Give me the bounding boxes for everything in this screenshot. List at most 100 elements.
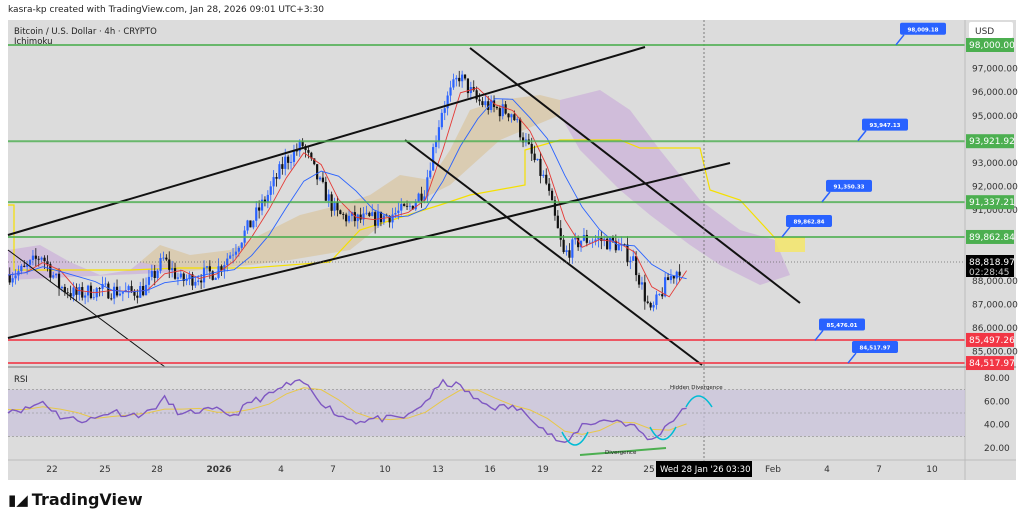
candle — [165, 257, 168, 260]
candle — [417, 193, 420, 202]
time-tick: 4 — [824, 465, 830, 475]
candle — [463, 74, 467, 79]
candle — [150, 271, 153, 277]
candle — [55, 273, 58, 276]
time-tick: 10 — [379, 465, 391, 475]
candle — [391, 214, 394, 223]
candle — [72, 287, 75, 297]
candle — [432, 147, 435, 171]
price-callout[interactable] — [826, 179, 872, 192]
candle — [26, 264, 29, 267]
candle — [400, 204, 403, 211]
down-channel-upper-line — [469, 47, 801, 304]
candle — [46, 261, 49, 265]
candle — [403, 204, 406, 206]
candle — [368, 212, 371, 216]
candle — [498, 108, 501, 117]
candle — [640, 282, 644, 285]
candle — [40, 257, 43, 260]
candle — [234, 251, 238, 255]
callout-pointer — [847, 352, 857, 364]
level-price: 89,862.84 — [969, 233, 1015, 243]
candle — [568, 250, 571, 258]
cursor-date: Wed 28 Jan '26 — [660, 465, 724, 475]
candle — [672, 276, 675, 279]
candle — [231, 254, 235, 256]
candle — [159, 257, 162, 271]
divergence-line — [579, 447, 667, 456]
price-callout[interactable] — [852, 341, 898, 354]
indicator-ichimoku[interactable]: Ichimoku — [14, 37, 52, 47]
level-price: 93,921.92 — [969, 137, 1015, 147]
candle — [440, 112, 443, 128]
candle — [574, 237, 577, 240]
candle — [34, 255, 37, 259]
candle — [147, 276, 151, 285]
candle — [475, 90, 478, 100]
time-tick: 16 — [484, 465, 496, 475]
rsi-label[interactable]: RSI — [14, 375, 28, 385]
candle — [394, 213, 397, 215]
candle — [197, 280, 200, 282]
candle — [307, 150, 310, 153]
candle — [101, 283, 104, 289]
candle — [426, 177, 429, 197]
candle — [214, 277, 217, 280]
candle — [171, 268, 174, 270]
candle — [637, 275, 641, 285]
candle — [455, 77, 458, 80]
candle — [194, 281, 197, 286]
candle — [327, 194, 330, 201]
candle — [487, 101, 490, 110]
candle — [585, 234, 588, 243]
price-callout[interactable] — [900, 22, 946, 35]
candle — [31, 255, 35, 261]
level-price-badge — [966, 229, 1014, 244]
candle — [289, 161, 293, 163]
hidden-divergence-arc — [685, 395, 713, 408]
candle — [513, 114, 516, 121]
candle — [20, 265, 23, 272]
candle — [37, 258, 40, 260]
candle — [179, 273, 182, 278]
price-callout[interactable] — [819, 318, 865, 331]
candle — [63, 286, 66, 293]
symbol-title[interactable]: Bitcoin / U.S. Dollar · 4h · CRYPTO — [14, 27, 157, 37]
currency-button[interactable] — [969, 22, 1013, 38]
level-price-badge — [966, 134, 1014, 149]
candle — [342, 214, 345, 215]
candle — [481, 101, 484, 106]
price-callout-text: 98,009.18 — [908, 27, 939, 33]
candle — [559, 228, 562, 240]
candle — [208, 266, 211, 272]
candle — [594, 239, 597, 242]
callout-pointer — [821, 191, 831, 203]
price-tick: 97,000.00 — [972, 65, 1018, 75]
chart-canvas[interactable]: 98,009.18 93,947.13 91,350.33 89,862.84 85,4… — [0, 0, 1024, 490]
price-callout[interactable] — [862, 118, 908, 131]
level-price: 84,517.97 — [969, 359, 1015, 369]
candle — [388, 215, 391, 223]
time-tick: 7 — [876, 465, 882, 475]
candle — [130, 286, 133, 291]
hidden-divergence-label: Hidden Divergence — [670, 385, 723, 391]
candle — [11, 278, 14, 283]
price-callout[interactable] — [786, 214, 832, 227]
candle — [382, 215, 385, 223]
time-tick: 4 — [278, 465, 284, 475]
candle — [200, 280, 203, 283]
candle — [185, 278, 188, 281]
candle — [408, 205, 412, 207]
candle — [52, 275, 55, 278]
candle — [536, 158, 539, 161]
price-tick: 87,000.00 — [972, 300, 1018, 310]
candle — [139, 286, 142, 298]
candle — [284, 156, 287, 169]
tradingview-logo[interactable]: ▮◢ TradingView — [8, 490, 143, 509]
candle — [669, 276, 673, 281]
candle — [649, 302, 652, 308]
kijun-blue-line — [7, 98, 687, 293]
candle — [176, 277, 180, 279]
candle — [321, 177, 325, 182]
candle — [429, 170, 432, 178]
